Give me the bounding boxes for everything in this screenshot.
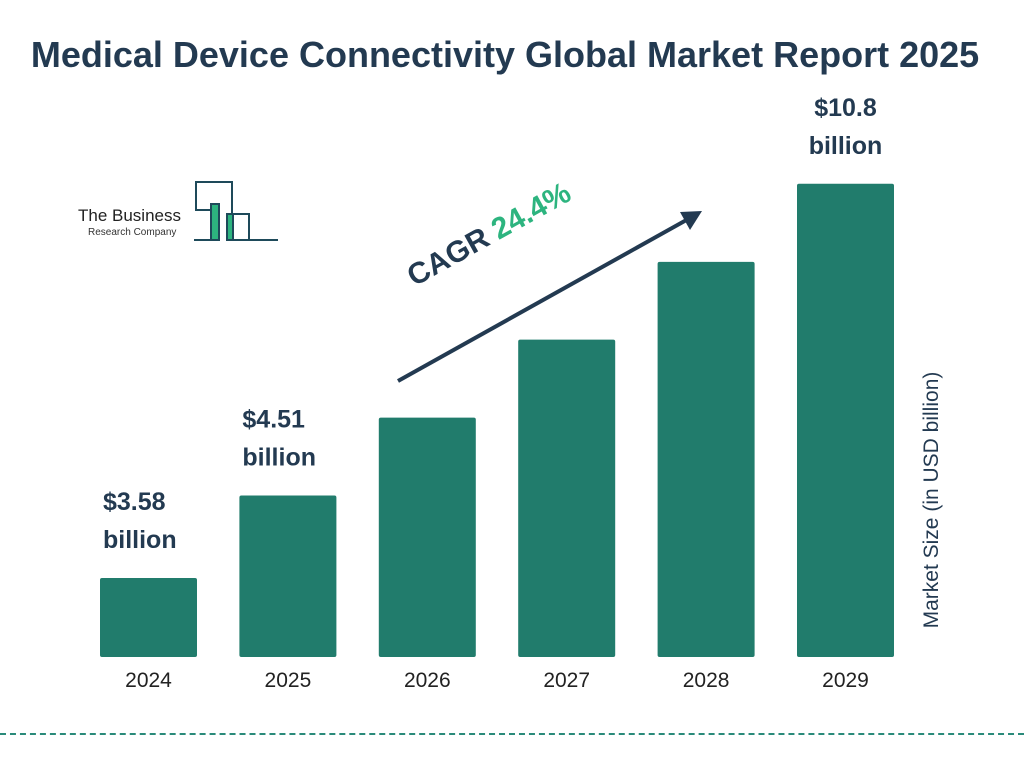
x-tick-label: 2029: [822, 669, 869, 692]
x-tick-label: 2025: [265, 669, 312, 692]
data-label: $4.51: [242, 406, 305, 434]
bar-2028: [657, 261, 755, 657]
logo-graphic: [194, 181, 278, 241]
data-label: $10.8: [814, 94, 877, 122]
logo-line2: Research Company: [88, 227, 177, 238]
x-tick-label: 2027: [543, 669, 590, 692]
data-label: billion: [242, 444, 316, 472]
bar-2026: [378, 417, 476, 657]
y-axis-label: Market Size (in USD billion): [920, 371, 943, 629]
x-tick-label: 2024: [125, 669, 172, 692]
bar-2024: [100, 578, 197, 657]
x-tick-label: 2028: [683, 669, 730, 692]
chart-title: Medical Device Connectivity Global Marke…: [30, 34, 980, 75]
data-label: billion: [103, 526, 177, 554]
logo-line1: The Business: [78, 206, 181, 225]
data-label: billion: [809, 132, 883, 160]
bars-group: 2024 $3.58 billion 2025 $4.51 billion 2026 2027…: [100, 94, 894, 692]
cagr-arrow: [397, 211, 702, 383]
divider: [0, 733, 1024, 735]
x-tick-label: 2026: [404, 669, 451, 692]
bar-2029: [797, 183, 894, 657]
bar-2027: [518, 339, 616, 657]
data-label: $3.58: [103, 488, 166, 516]
bar-2025: [239, 495, 337, 657]
